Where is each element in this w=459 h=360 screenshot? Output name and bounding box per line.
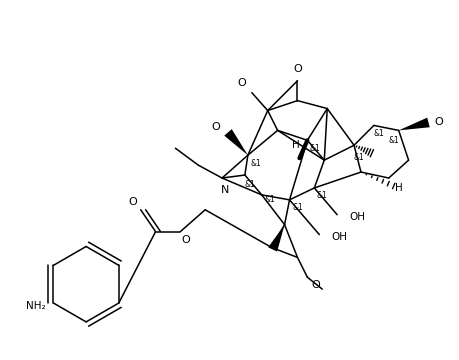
Text: &1: &1 (310, 144, 321, 153)
Text: H: H (291, 140, 299, 150)
Text: O: O (237, 78, 246, 88)
Text: O: O (129, 197, 137, 207)
Text: &1: &1 (374, 129, 384, 138)
Text: &1: &1 (388, 136, 399, 145)
Text: O: O (434, 117, 443, 127)
Text: &1: &1 (292, 203, 303, 212)
Text: &1: &1 (251, 159, 261, 168)
Text: O: O (181, 234, 190, 244)
Text: N: N (221, 185, 229, 195)
Text: &1: &1 (264, 195, 275, 204)
Text: O: O (293, 64, 302, 74)
Text: &1: &1 (317, 192, 328, 201)
Text: &1: &1 (353, 153, 364, 162)
Text: OH: OH (331, 231, 347, 242)
Text: NH₂: NH₂ (26, 301, 45, 311)
Text: O: O (311, 280, 320, 290)
Text: OH: OH (349, 212, 365, 222)
Text: &1: &1 (245, 180, 255, 189)
Polygon shape (224, 129, 248, 155)
Polygon shape (268, 225, 285, 252)
Polygon shape (399, 118, 430, 130)
Text: O: O (212, 122, 220, 132)
Text: H: H (395, 183, 403, 193)
